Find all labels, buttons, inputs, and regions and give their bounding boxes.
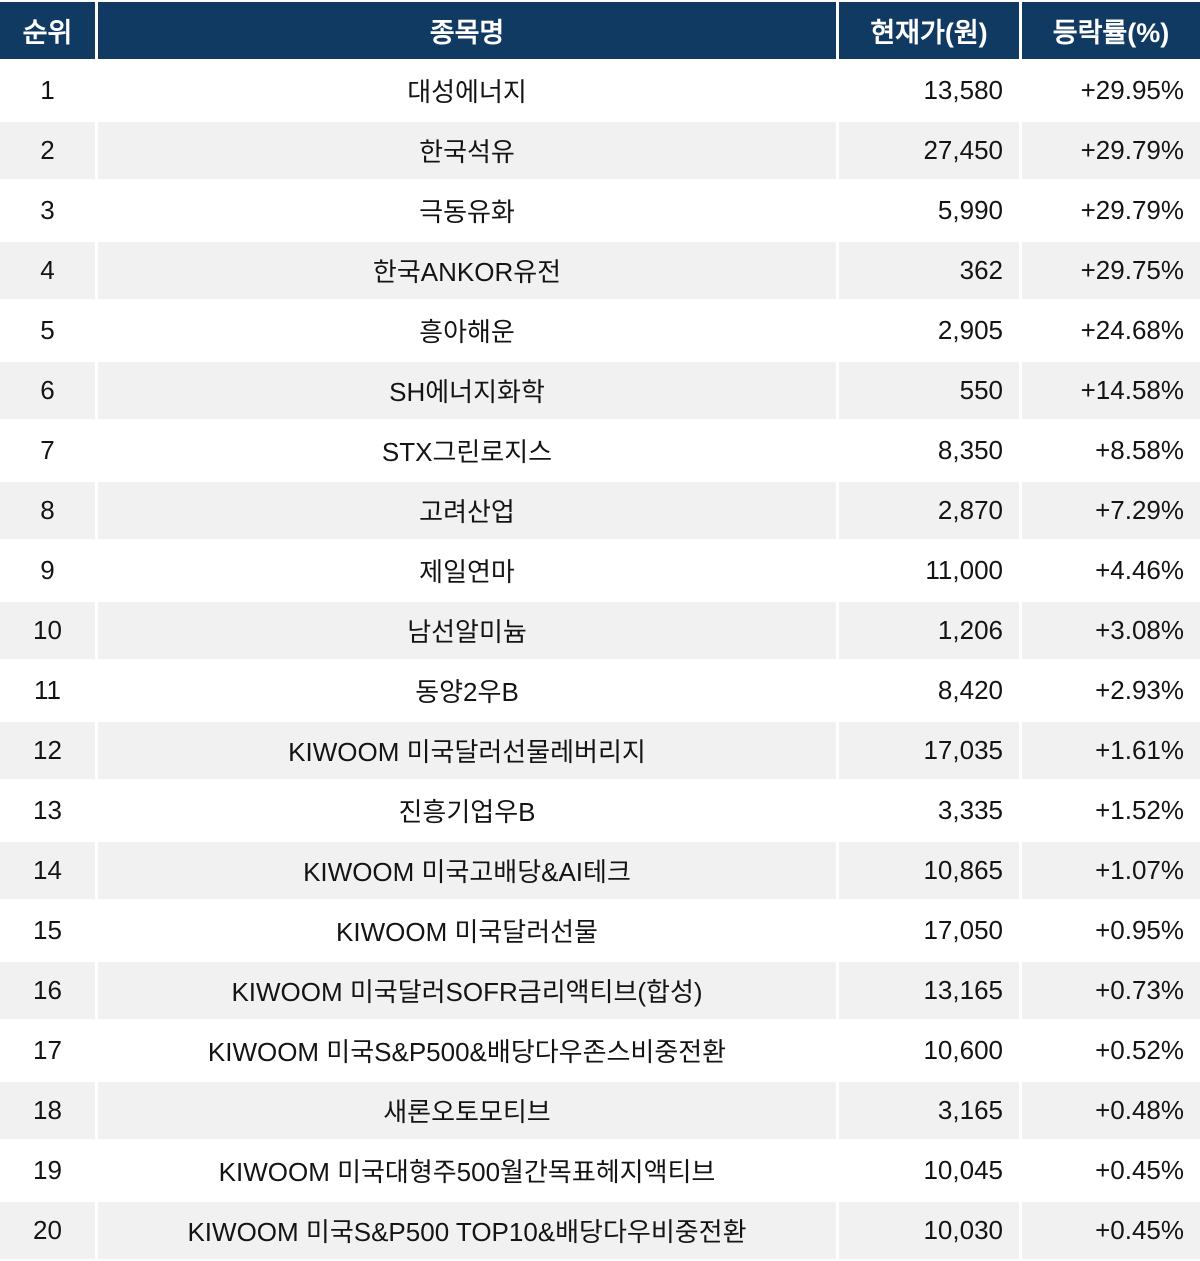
header-change: 등락률(%): [1022, 2, 1200, 59]
price-cell: 13,580: [839, 62, 1019, 119]
rank-cell: 2: [0, 122, 95, 179]
stock-name-cell: 한국석유: [98, 122, 836, 179]
stock-name-cell: KIWOOM 미국S&P500 TOP10&배당다우비중전환: [98, 1202, 836, 1259]
change-cell: +0.45%: [1022, 1142, 1200, 1199]
price-cell: 17,035: [839, 722, 1019, 779]
stock-name-cell: KIWOOM 미국대형주500월간목표헤지액티브: [98, 1142, 836, 1199]
price-cell: 362: [839, 242, 1019, 299]
price-cell: 2,905: [839, 302, 1019, 359]
price-cell: 5,990: [839, 182, 1019, 239]
rank-cell: 5: [0, 302, 95, 359]
change-cell: +3.08%: [1022, 602, 1200, 659]
rank-cell: 8: [0, 482, 95, 539]
rank-cell: 10: [0, 602, 95, 659]
change-cell: +1.52%: [1022, 782, 1200, 839]
stock-name-cell: 진흥기업우B: [98, 782, 836, 839]
stock-name-cell: STX그린로지스: [98, 422, 836, 479]
change-cell: +24.68%: [1022, 302, 1200, 359]
rank-cell: 11: [0, 662, 95, 719]
rank-cell: 16: [0, 962, 95, 1019]
price-cell: 13,165: [839, 962, 1019, 1019]
change-cell: +29.95%: [1022, 62, 1200, 119]
stock-name-cell: 남선알미늄: [98, 602, 836, 659]
change-cell: +0.48%: [1022, 1082, 1200, 1139]
price-cell: 2,870: [839, 482, 1019, 539]
change-cell: +7.29%: [1022, 482, 1200, 539]
rank-cell: 13: [0, 782, 95, 839]
change-cell: +0.45%: [1022, 1202, 1200, 1259]
rank-cell: 15: [0, 902, 95, 959]
price-cell: 1,206: [839, 602, 1019, 659]
price-cell: 8,350: [839, 422, 1019, 479]
change-cell: +0.52%: [1022, 1022, 1200, 1079]
stock-name-cell: KIWOOM 미국달러선물: [98, 902, 836, 959]
change-cell: +29.75%: [1022, 242, 1200, 299]
price-cell: 27,450: [839, 122, 1019, 179]
rank-cell: 20: [0, 1202, 95, 1259]
stock-name-cell: 흥아해운: [98, 302, 836, 359]
change-cell: +1.61%: [1022, 722, 1200, 779]
change-cell: +29.79%: [1022, 122, 1200, 179]
stock-name-cell: 극동유화: [98, 182, 836, 239]
rank-cell: 1: [0, 62, 95, 119]
price-cell: 17,050: [839, 902, 1019, 959]
header-rank: 순위: [0, 2, 95, 59]
stock-name-cell: SH에너지화학: [98, 362, 836, 419]
stock-name-cell: KIWOOM 미국달러SOFR금리액티브(합성): [98, 962, 836, 1019]
header-name: 종목명: [98, 2, 836, 59]
rank-cell: 19: [0, 1142, 95, 1199]
price-cell: 550: [839, 362, 1019, 419]
rank-cell: 3: [0, 182, 95, 239]
price-cell: 11,000: [839, 542, 1019, 599]
price-cell: 3,165: [839, 1082, 1019, 1139]
price-cell: 10,045: [839, 1142, 1019, 1199]
change-cell: +2.93%: [1022, 662, 1200, 719]
stock-name-cell: KIWOOM 미국고배당&AI테크: [98, 842, 836, 899]
price-cell: 10,600: [839, 1022, 1019, 1079]
change-cell: +14.58%: [1022, 362, 1200, 419]
rank-cell: 9: [0, 542, 95, 599]
rank-cell: 18: [0, 1082, 95, 1139]
price-cell: 10,865: [839, 842, 1019, 899]
price-cell: 10,030: [839, 1202, 1019, 1259]
stock-name-cell: 대성에너지: [98, 62, 836, 119]
change-cell: +29.79%: [1022, 182, 1200, 239]
change-cell: +0.73%: [1022, 962, 1200, 1019]
stock-name-cell: KIWOOM 미국달러선물레버리지: [98, 722, 836, 779]
change-cell: +0.95%: [1022, 902, 1200, 959]
stock-name-cell: 동양2우B: [98, 662, 836, 719]
stock-name-cell: 새론오토모티브: [98, 1082, 836, 1139]
rank-cell: 7: [0, 422, 95, 479]
change-cell: +4.46%: [1022, 542, 1200, 599]
rank-cell: 4: [0, 242, 95, 299]
rank-cell: 14: [0, 842, 95, 899]
stock-name-cell: KIWOOM 미국S&P500&배당다우존스비중전환: [98, 1022, 836, 1079]
price-cell: 3,335: [839, 782, 1019, 839]
stock-name-cell: 한국ANKOR유전: [98, 242, 836, 299]
change-cell: +1.07%: [1022, 842, 1200, 899]
header-price: 현재가(원): [839, 2, 1019, 59]
rank-cell: 17: [0, 1022, 95, 1079]
rank-cell: 6: [0, 362, 95, 419]
stock-name-cell: 제일연마: [98, 542, 836, 599]
rank-cell: 12: [0, 722, 95, 779]
price-cell: 8,420: [839, 662, 1019, 719]
change-cell: +8.58%: [1022, 422, 1200, 479]
stock-name-cell: 고려산업: [98, 482, 836, 539]
